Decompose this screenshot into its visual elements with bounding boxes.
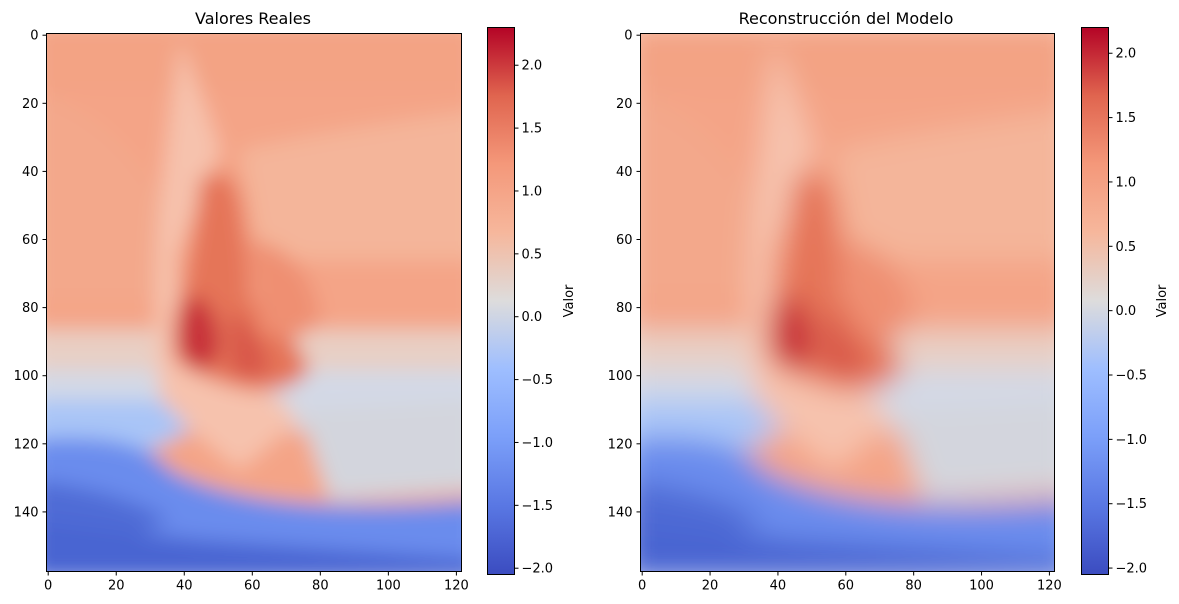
x-tick-label: 80 — [312, 579, 329, 594]
x-tick-label: 120 — [1037, 579, 1062, 594]
colorbar-tick-label: −0.5 — [1116, 369, 1148, 384]
y-tick-label: 60 — [22, 233, 39, 248]
colorbar-tick-label: 2.0 — [522, 59, 543, 74]
colorbar-tick-label: 1.0 — [522, 184, 543, 199]
colorbar-tick-label: −0.5 — [522, 373, 554, 388]
y-tick-label: 20 — [616, 97, 633, 112]
y-tick-label: 40 — [22, 165, 39, 180]
y-tick-label: 80 — [616, 301, 633, 316]
colorbar-tick-label: −2.0 — [1116, 562, 1148, 577]
colorbar-tick-label: 2.0 — [1116, 47, 1137, 62]
y-tick-label: 120 — [14, 437, 39, 452]
colorbar-tick-label: −1.5 — [1116, 497, 1148, 512]
colorbar-ticks: −2.0 −1.5 −1.0 −0.5 0.0 0.5 1.0 1.5 2.0 — [1108, 47, 1148, 577]
colorbar-tick-label: 1.5 — [1116, 111, 1137, 126]
colorbar-label: Valor — [1155, 284, 1170, 317]
y-tick-label: 100 — [608, 369, 633, 384]
axes-frame — [640, 33, 1055, 572]
heatmap-panel-model: Reconstrucción del Modelo — [608, 9, 1170, 594]
colorbar-tick-label: 1.0 — [1116, 175, 1137, 190]
y-tick-label: 40 — [616, 165, 633, 180]
x-tick-label: 100 — [969, 579, 994, 594]
colorbar-label: Valor — [562, 284, 577, 317]
heatmap-panel-real: Valores Reales 0 20 40 60 8 — [14, 9, 577, 594]
x-axis-ticks: 0 20 40 60 80 100 120 — [44, 571, 469, 594]
x-tick-label: 20 — [702, 579, 719, 594]
colorbar-tick-label: 0.5 — [1116, 240, 1137, 255]
x-tick-label: 0 — [638, 579, 646, 594]
y-tick-label: 60 — [616, 233, 633, 248]
colorbar-tick-label: −2.0 — [522, 562, 554, 577]
colorbar-tick-label: −1.0 — [522, 436, 554, 451]
colorbar-tick-label: 1.5 — [522, 122, 543, 137]
chart-title: Valores Reales — [195, 9, 311, 28]
colorbar-tick-label: 0.0 — [1116, 304, 1137, 319]
x-tick-label: 40 — [176, 579, 193, 594]
colorbar-tick-label: 0.0 — [522, 310, 543, 325]
y-tick-label: 20 — [22, 97, 39, 112]
y-tick-label: 0 — [624, 29, 632, 44]
colorbar — [1081, 27, 1109, 575]
x-tick-label: 60 — [244, 579, 261, 594]
colorbar-ticks: −2.0 −1.5 −1.0 −0.5 0.0 0.5 1.0 1.5 2.0 — [514, 59, 554, 577]
heatmap-image — [46, 33, 462, 572]
y-axis-ticks: 0 20 40 60 80 100 120 140 — [608, 29, 641, 520]
y-tick-label: 80 — [22, 301, 39, 316]
x-axis-ticks: 0 20 40 60 80 100 120 — [638, 571, 1062, 594]
x-tick-label: 20 — [108, 579, 125, 594]
y-tick-label: 140 — [14, 505, 39, 520]
colorbar-tick-label: −1.5 — [522, 499, 554, 514]
y-tick-label: 140 — [608, 505, 633, 520]
x-tick-label: 120 — [444, 579, 469, 594]
colorbar-tick-label: 0.5 — [522, 247, 543, 262]
heatmap-image — [640, 33, 1055, 572]
x-tick-label: 80 — [905, 579, 922, 594]
x-tick-label: 0 — [44, 579, 52, 594]
x-tick-label: 40 — [770, 579, 787, 594]
y-tick-label: 100 — [14, 369, 39, 384]
x-tick-label: 60 — [838, 579, 855, 594]
y-axis-ticks: 0 20 40 60 80 100 120 140 — [14, 29, 47, 520]
y-tick-label: 120 — [608, 437, 633, 452]
y-tick-label: 0 — [30, 29, 38, 44]
axes-frame — [46, 33, 462, 572]
x-tick-label: 100 — [376, 579, 401, 594]
chart-title: Reconstrucción del Modelo — [739, 9, 954, 28]
colorbar — [487, 27, 515, 575]
colorbar-tick-label: −1.0 — [1116, 433, 1148, 448]
